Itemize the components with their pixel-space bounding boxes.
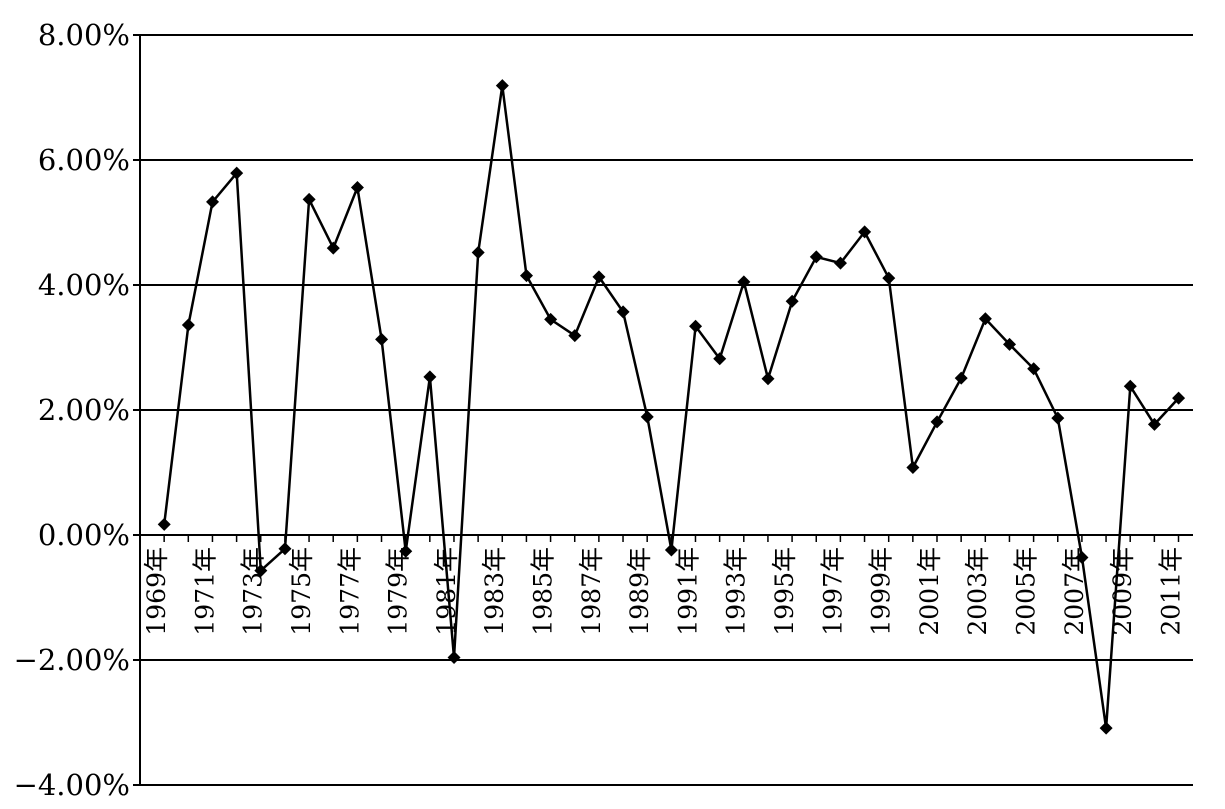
y-tick-label: 2.00% bbox=[38, 393, 130, 427]
data-point bbox=[544, 312, 558, 326]
data-point bbox=[1003, 337, 1017, 351]
x-tick-label: 1975年 bbox=[287, 547, 316, 636]
data-point bbox=[833, 256, 847, 270]
data-point bbox=[954, 371, 968, 385]
data-point bbox=[761, 372, 775, 386]
data-point bbox=[495, 79, 509, 93]
y-tick-label: −4.00% bbox=[14, 768, 130, 802]
x-tick-label: 2001年 bbox=[915, 547, 944, 636]
data-point bbox=[519, 269, 533, 283]
y-tick-label: −2.00% bbox=[14, 643, 130, 677]
x-tick-label: 2003年 bbox=[963, 547, 992, 636]
data-point bbox=[592, 270, 606, 284]
data-point bbox=[278, 542, 292, 556]
data-point bbox=[785, 294, 799, 308]
data-point bbox=[978, 312, 992, 326]
data-point bbox=[1172, 391, 1186, 405]
data-point bbox=[423, 370, 437, 384]
data-point bbox=[616, 305, 630, 319]
x-tick-label: 2005年 bbox=[1012, 547, 1041, 636]
data-point bbox=[254, 564, 268, 578]
x-tick-label: 1991年 bbox=[673, 547, 702, 636]
data-point bbox=[471, 246, 485, 259]
x-tick-label: 1969年 bbox=[142, 547, 171, 636]
x-tick-label: 2011年 bbox=[1156, 547, 1185, 636]
data-point bbox=[882, 271, 896, 285]
data-series bbox=[157, 79, 1186, 735]
x-tick-label: 1985年 bbox=[528, 547, 557, 636]
data-point bbox=[399, 544, 413, 558]
data-point bbox=[326, 241, 340, 255]
data-point bbox=[375, 332, 389, 346]
data-point bbox=[181, 318, 195, 332]
x-tick-label: 1973年 bbox=[239, 547, 268, 636]
data-point bbox=[302, 192, 316, 206]
data-point bbox=[1123, 379, 1137, 393]
data-point bbox=[689, 319, 703, 333]
data-point bbox=[1075, 551, 1089, 564]
data-point bbox=[906, 461, 920, 474]
data-point bbox=[1051, 411, 1065, 425]
x-tick-label: 1983年 bbox=[480, 547, 509, 636]
data-point bbox=[640, 410, 654, 424]
y-axis-tick-labels: 8.00% 6.00% 4.00% 2.00% 0.00% −2.00% −4.00% bbox=[14, 18, 130, 802]
data-point bbox=[568, 329, 582, 343]
data-point bbox=[447, 651, 461, 664]
data-point bbox=[206, 195, 220, 209]
data-point bbox=[737, 275, 751, 289]
gridlines bbox=[140, 34, 1193, 786]
x-tick-label: 1979年 bbox=[384, 547, 413, 636]
data-point bbox=[809, 250, 823, 264]
data-point bbox=[664, 543, 678, 557]
x-axis-tick-labels: 1969年 1971年 1973年 1975年 1977年 1979年 1981年 1983年… bbox=[142, 547, 1185, 636]
data-point bbox=[157, 517, 171, 531]
x-tick-label: 1999年 bbox=[867, 547, 896, 636]
x-tick-label: 1987年 bbox=[577, 547, 606, 636]
data-point bbox=[1099, 721, 1113, 735]
data-point bbox=[713, 352, 727, 366]
x-tick-label: 1995年 bbox=[770, 547, 799, 636]
x-tick-label: 1993年 bbox=[722, 547, 751, 636]
data-point bbox=[230, 166, 244, 180]
x-tick-label: 1977年 bbox=[335, 547, 364, 636]
data-point bbox=[1147, 417, 1161, 431]
data-point bbox=[858, 225, 872, 239]
y-tick-label: 6.00% bbox=[38, 143, 130, 177]
y-tick-label: 8.00% bbox=[38, 18, 130, 52]
y-tick-label: 4.00% bbox=[38, 268, 130, 302]
data-point bbox=[930, 415, 944, 429]
data-point bbox=[350, 181, 364, 194]
x-tick-label: 1989年 bbox=[625, 547, 654, 636]
y-tick-label: 0.00% bbox=[38, 518, 130, 552]
x-tick-label: 1971年 bbox=[190, 547, 219, 636]
x-tick-label: 1997年 bbox=[818, 547, 847, 636]
data-point bbox=[1027, 362, 1041, 376]
